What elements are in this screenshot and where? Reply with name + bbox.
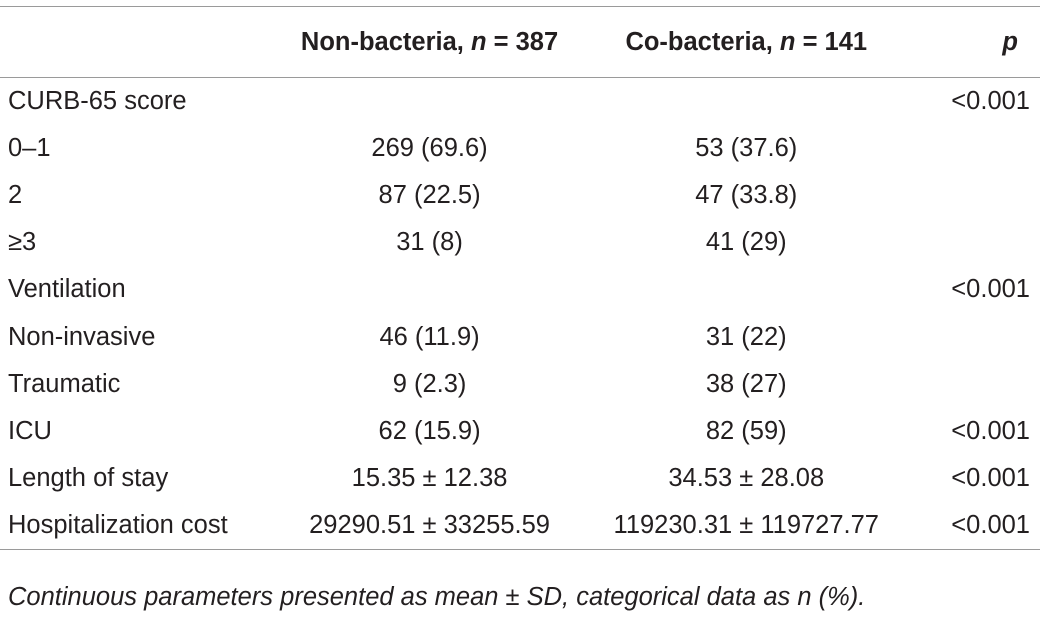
- cell-non-bacteria: [280, 266, 579, 313]
- cell-p-value: [914, 125, 1040, 172]
- cell-co-bacteria: 119230.31 ± 119727.77: [613, 510, 879, 539]
- header-row: Non-bacteria, n = 387 Co-bacteria, n = 1…: [0, 6, 1040, 78]
- header-co-bacteria: Co-bacteria, n = 141: [579, 7, 914, 78]
- cell-co-bacteria: 47 (33.8): [695, 181, 798, 210]
- table-row: Traumatic 9 (2.3) 38 (27): [0, 361, 1040, 408]
- row-label: CURB-65 score: [8, 87, 187, 116]
- cell-co-bacteria: 38 (27): [705, 369, 787, 398]
- cell-p-value: <0.001: [951, 416, 1030, 445]
- header-non-bacteria-n: n: [470, 27, 487, 56]
- cell-p-value: <0.001: [951, 275, 1030, 304]
- row-label: Non-invasive: [8, 322, 156, 351]
- cell-non-bacteria: 9 (2.3): [392, 369, 467, 398]
- table-row: ICU 62 (15.9) 82 (59) <0.001: [0, 408, 1040, 455]
- table-row: Ventilation <0.001: [0, 266, 1040, 313]
- table-row: Length of stay 15.35 ± 12.38 34.53 ± 28.…: [0, 455, 1040, 502]
- data-table: Non-bacteria, n = 387 Co-bacteria, n = 1…: [0, 6, 1040, 550]
- row-label: Ventilation: [8, 275, 126, 304]
- table-row: ≥3 31 (8) 41 (29): [0, 219, 1040, 266]
- table-footnote: Continuous parameters presented as mean …: [8, 583, 866, 611]
- row-label: 0–1: [8, 134, 51, 163]
- cell-co-bacteria: 31 (22): [705, 322, 787, 351]
- header-label-cell: [0, 7, 280, 78]
- header-p-label: p: [1002, 27, 1018, 56]
- cell-non-bacteria: 62 (15.9): [378, 416, 481, 445]
- cell-non-bacteria: 87 (22.5): [378, 181, 481, 210]
- cell-co-bacteria: 34.53 ± 28.08: [668, 463, 825, 492]
- row-label: 2: [8, 181, 23, 210]
- header-p-value: p: [914, 7, 1040, 78]
- cell-co-bacteria: 53 (37.6): [695, 134, 798, 163]
- row-label: Hospitalization cost: [8, 510, 228, 539]
- header-non-bacteria-prefix: Non-bacteria,: [300, 27, 471, 56]
- cell-non-bacteria: 269 (69.6): [371, 134, 488, 163]
- cell-p-value: [914, 313, 1040, 360]
- cell-non-bacteria: [280, 78, 579, 126]
- table-body: CURB-65 score <0.001 0–1 269 (69.6) 53 (…: [0, 78, 1040, 550]
- cell-co-bacteria: 41 (29): [705, 228, 787, 257]
- header-non-bacteria-suffix: = 387: [486, 27, 559, 56]
- cell-non-bacteria: 15.35 ± 12.38: [351, 463, 508, 492]
- cell-non-bacteria: 46 (11.9): [379, 322, 480, 351]
- header-co-bacteria-prefix: Co-bacteria,: [625, 27, 780, 56]
- row-label: Traumatic: [8, 369, 121, 398]
- row-label: Length of stay: [8, 463, 169, 492]
- table-row: CURB-65 score <0.001: [0, 78, 1040, 126]
- table-header: Non-bacteria, n = 387 Co-bacteria, n = 1…: [0, 6, 1040, 78]
- row-label: ICU: [8, 416, 52, 445]
- header-non-bacteria: Non-bacteria, n = 387: [280, 7, 579, 78]
- cell-p-value: <0.001: [951, 510, 1030, 539]
- table-row: 2 87 (22.5) 47 (33.8): [0, 172, 1040, 219]
- cell-co-bacteria: [579, 78, 914, 126]
- cell-co-bacteria: [579, 266, 914, 313]
- table-row: 0–1 269 (69.6) 53 (37.6): [0, 125, 1040, 172]
- header-co-bacteria-suffix: = 141: [795, 27, 868, 56]
- cell-non-bacteria: 31 (8): [396, 228, 463, 257]
- row-label: ≥3: [8, 228, 37, 257]
- cell-p-value: [914, 172, 1040, 219]
- cell-p-value: [914, 219, 1040, 266]
- cell-non-bacteria: 29290.51 ± 33255.59: [309, 510, 550, 539]
- cell-p-value: [914, 361, 1040, 408]
- table-row: Non-invasive 46 (11.9) 31 (22): [0, 313, 1040, 360]
- cell-p-value: <0.001: [951, 87, 1030, 116]
- table-row: Hospitalization cost 29290.51 ± 33255.59…: [0, 502, 1040, 550]
- header-co-bacteria-n: n: [779, 27, 796, 56]
- cell-p-value: <0.001: [951, 463, 1030, 492]
- cell-co-bacteria: 82 (59): [705, 416, 787, 445]
